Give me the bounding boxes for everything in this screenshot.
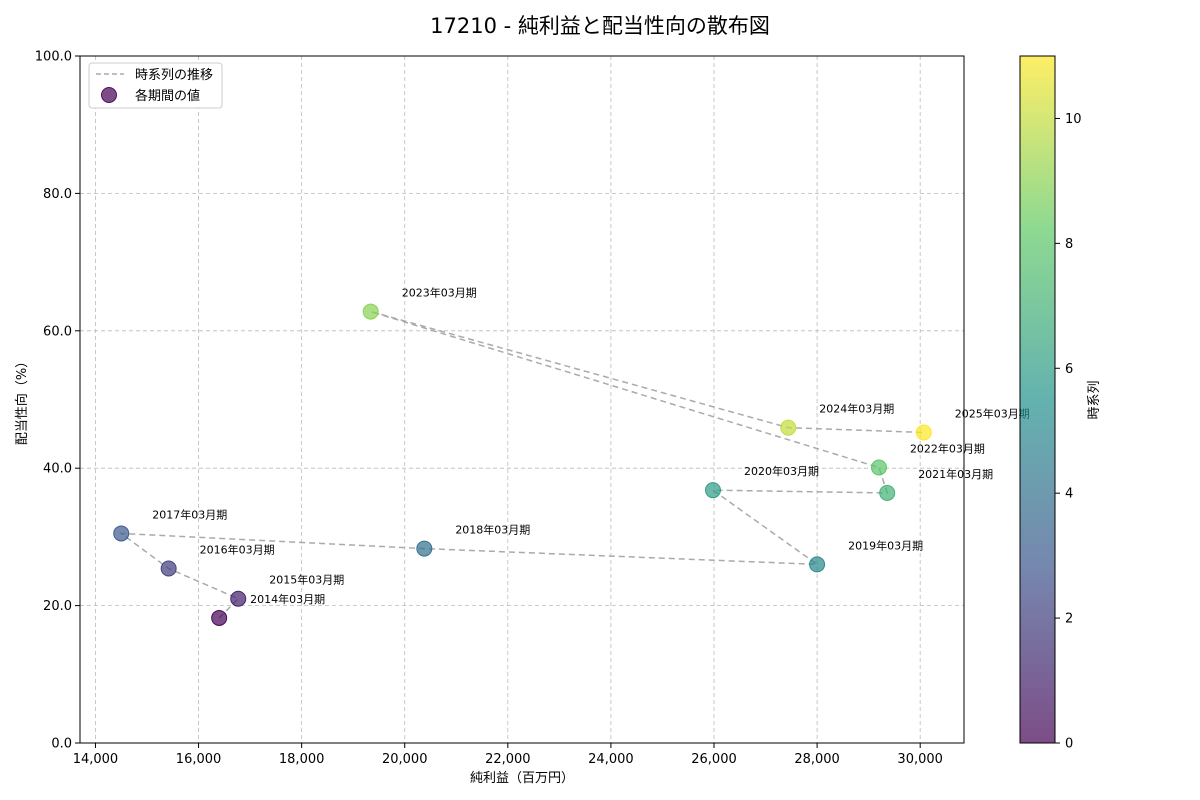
- point-label: 2020年03月期: [744, 464, 819, 478]
- colorbar-tick-label: 6: [1065, 362, 1073, 377]
- point-label: 2018年03月期: [455, 523, 530, 537]
- legend-point-label: 各期間の値: [135, 88, 200, 104]
- colorbar-label: 時系列: [1087, 380, 1102, 419]
- point-label: 2021年03月期: [918, 467, 993, 481]
- data-point: [160, 560, 177, 577]
- x-tick-label: 16,000: [176, 752, 222, 767]
- legend-line-label: 時系列の推移: [135, 68, 213, 83]
- point-label: 2019年03月期: [848, 538, 923, 552]
- data-point: [362, 303, 379, 320]
- point-label: 2022年03月期: [910, 442, 985, 456]
- point-label: 2017年03月期: [152, 507, 227, 521]
- colorbar-frame: [1019, 55, 1056, 744]
- data-point: [879, 484, 896, 501]
- data-point: [870, 459, 887, 476]
- legend: 時系列の推移 各期間の値: [88, 62, 223, 109]
- x-tick-label: 26,000: [691, 752, 737, 767]
- y-tick-label: 0.0: [51, 737, 72, 752]
- point-label: 2024年03月期: [819, 402, 894, 416]
- data-point: [113, 525, 130, 542]
- colorbar-tick-label: 4: [1065, 487, 1073, 502]
- chart-title: 17210 - 純利益と配当性向の散布図: [430, 14, 770, 38]
- x-tick-label: 20,000: [382, 752, 428, 767]
- point-label: 2025年03月期: [955, 406, 1030, 420]
- y-tick-label: 20.0: [43, 599, 72, 614]
- colorbar-gradient: [1020, 56, 1055, 743]
- data-point: [416, 540, 433, 557]
- colorbar: 0 2 4 6 8 10 時系列: [1019, 55, 1102, 752]
- x-tick-label: 24,000: [588, 752, 634, 767]
- data-points: [113, 303, 932, 626]
- trend-line: [118, 310, 924, 619]
- data-point: [704, 482, 721, 499]
- point-label: 2015年03月期: [269, 573, 344, 587]
- data-point: [809, 556, 826, 573]
- colorbar-tick-label: 2: [1065, 612, 1073, 627]
- x-tick-label: 22,000: [485, 752, 531, 767]
- point-label: 2016年03月期: [200, 543, 275, 557]
- y-tick-label: 100.0: [35, 50, 72, 65]
- point-label: 2023年03月期: [402, 286, 477, 300]
- grid-lines: [80, 55, 964, 744]
- point-label: 2014年03月期: [250, 592, 325, 606]
- y-axis-label: 配当性向（%）: [14, 355, 30, 445]
- x-tick-label: 18,000: [279, 752, 325, 767]
- y-tick-label: 80.0: [43, 187, 72, 202]
- data-point: [780, 419, 797, 436]
- point-labels: 2014年03月期 2015年03月期 2016年03月期 2017年03月期 2018…: [152, 286, 1030, 606]
- colorbar-tick-label: 8: [1065, 237, 1073, 252]
- x-tick-label: 14,000: [73, 752, 119, 767]
- plot-frame: [79, 55, 965, 744]
- data-point: [915, 424, 932, 441]
- colorbar-ticks: 0 2 4 6 8 10: [1055, 112, 1082, 752]
- x-tick-label: 28,000: [794, 752, 840, 767]
- y-tick-label: 60.0: [43, 324, 72, 339]
- trend-polyline: [118, 310, 924, 619]
- data-point: [211, 609, 228, 626]
- colorbar-tick-label: 0: [1065, 737, 1073, 752]
- y-tick-label: 40.0: [43, 462, 72, 477]
- axes: 14,000 16,000 18,000 20,000 22,000 24,000 26,0…: [35, 50, 943, 768]
- data-point: [230, 590, 247, 607]
- x-axis-label: 純利益（百万円）: [470, 771, 574, 786]
- x-tick-label: 30,000: [897, 752, 943, 767]
- colorbar-tick-label: 10: [1065, 112, 1082, 127]
- legend-point-swatch: [101, 87, 117, 103]
